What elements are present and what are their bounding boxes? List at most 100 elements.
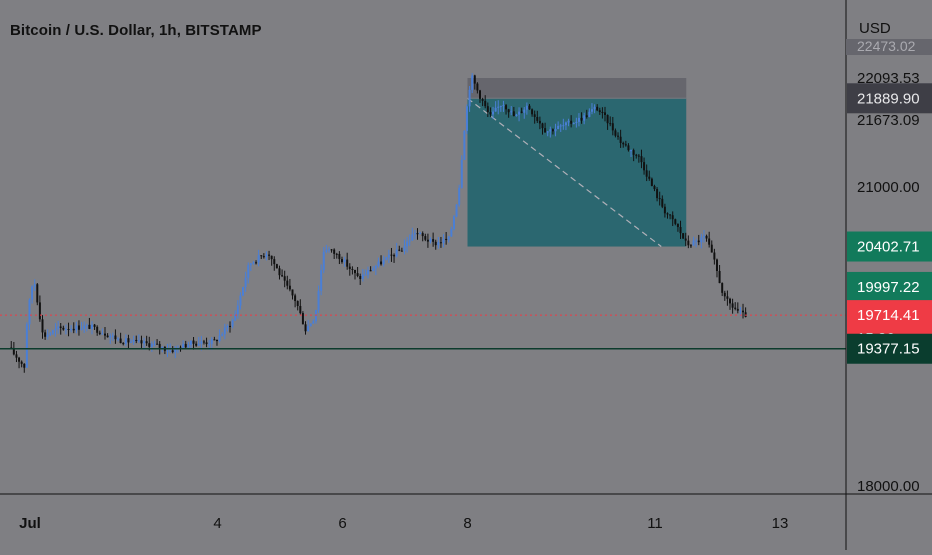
candle-body (640, 156, 643, 163)
candle-body (619, 136, 622, 143)
time-tick-label: Jul (19, 515, 41, 532)
candle-body (567, 120, 570, 123)
stop-loss-zone[interactable] (467, 78, 687, 99)
candle-body (684, 238, 687, 241)
candle-body (372, 268, 375, 271)
candle-body (479, 90, 481, 99)
candle-body (518, 111, 521, 115)
candle-body (223, 327, 226, 335)
candle-body (101, 333, 104, 335)
candle-body (260, 255, 263, 257)
candle-body (726, 296, 729, 299)
candle-body (460, 159, 463, 188)
candle-body (689, 245, 692, 247)
candle-body (51, 330, 54, 334)
candle-body (249, 263, 252, 266)
candle-body (270, 255, 273, 260)
candle-body (367, 270, 370, 275)
candle-body (562, 125, 565, 127)
short-position-tool[interactable] (467, 78, 687, 247)
candle-body (124, 338, 127, 344)
candle-body (544, 128, 547, 133)
candle-body (291, 289, 294, 296)
candle-body (106, 335, 109, 338)
candle-body (486, 106, 489, 113)
candle-body (421, 233, 424, 237)
candle-body (601, 111, 604, 113)
candle-body (333, 249, 336, 254)
candle-body (635, 154, 638, 156)
candle-body (510, 111, 513, 113)
time-axis[interactable]: Jul 4 6 8 11 13 (19, 515, 788, 532)
candle-body (72, 328, 75, 331)
candle-body (255, 262, 258, 264)
candle-body (10, 347, 13, 349)
candle-body (202, 341, 205, 343)
price-label: 20402.71 (857, 239, 920, 256)
candle-body (721, 283, 724, 293)
candle-body (702, 235, 705, 238)
candle-body (200, 341, 203, 344)
candle-body (314, 310, 317, 322)
candle-body (171, 350, 174, 353)
candle-body (736, 308, 739, 311)
candle-body (247, 265, 250, 278)
price-label: 19997.22 (857, 279, 920, 296)
candle-body (536, 117, 539, 121)
candle-body (257, 255, 260, 263)
candle-body (484, 100, 487, 107)
candle-body (648, 176, 651, 179)
candle-body (682, 233, 685, 239)
candle-body (656, 189, 659, 199)
candle-body (281, 275, 284, 277)
candle-body (692, 240, 695, 246)
candle-body (637, 155, 640, 157)
candle-body (450, 229, 453, 237)
candle-body (723, 292, 726, 297)
price-label: 18000.00 (857, 478, 920, 495)
candle-body (426, 239, 429, 242)
candle-body (630, 150, 633, 152)
candle-body (695, 240, 698, 242)
candle-body (130, 341, 133, 343)
candle-body (192, 340, 195, 344)
candle-body (320, 270, 323, 291)
candle-body (515, 114, 518, 117)
candle-body (385, 257, 388, 260)
candle-body (606, 114, 609, 124)
candle-body (708, 238, 711, 245)
candle-body (132, 339, 135, 342)
candle-body (234, 313, 237, 321)
candle-body (346, 259, 349, 267)
candle-body (663, 206, 666, 214)
candle-body (221, 334, 224, 336)
price-label: 21673.09 (857, 112, 920, 129)
take-profit-zone[interactable] (467, 98, 687, 247)
candle-body (559, 125, 562, 127)
candle-body (658, 198, 661, 200)
candle-body (226, 325, 229, 328)
candle-body (83, 325, 86, 329)
candle-body (208, 343, 211, 345)
candle-body (377, 261, 380, 267)
candle-body (734, 307, 737, 309)
candle-body (210, 339, 213, 344)
candle-body (671, 215, 674, 220)
candle-body (122, 343, 125, 345)
candle-body (570, 120, 573, 124)
candle-body (718, 270, 721, 284)
candle-body (161, 346, 164, 348)
candle-body (455, 204, 458, 217)
candle-body (549, 129, 552, 132)
candle-body (705, 235, 708, 239)
candle-body (137, 340, 140, 342)
candle-body (148, 343, 151, 347)
clipped-price-badge (846, 39, 932, 55)
currency-label: USD (859, 20, 891, 37)
candle-body (445, 238, 448, 240)
price-axis[interactable]: USD 22473.02 22093.53 21889.90 21673.09 210… (846, 20, 932, 495)
candle-body (77, 325, 80, 330)
candle-body (661, 198, 664, 207)
